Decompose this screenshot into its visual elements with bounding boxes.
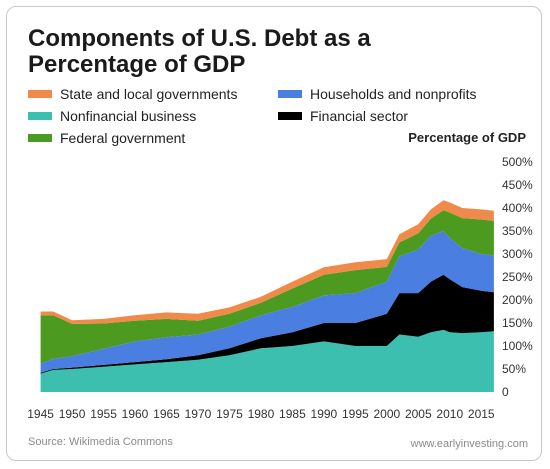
y-tick-label: 50% xyxy=(502,362,526,376)
x-tick-label: 2000 xyxy=(373,407,400,421)
legend-item-households: Households and nonprofits xyxy=(278,86,477,102)
y-tick-label: 300% xyxy=(502,247,533,261)
x-tick-label: 2010 xyxy=(436,407,463,421)
x-tick-label: 2015 xyxy=(468,407,495,421)
x-tick-label: 1980 xyxy=(248,407,275,421)
x-tick-label: 1995 xyxy=(342,407,369,421)
x-tick-label: 1945 xyxy=(27,407,54,421)
chart-title: Components of U.S. Debt as a Percentage … xyxy=(28,25,371,78)
y-tick-label: 250% xyxy=(502,270,533,284)
area-series-federal-government xyxy=(40,210,494,364)
y-tick-label: 500% xyxy=(502,155,533,169)
area-series-households-and-nonprofits xyxy=(40,231,494,373)
y-tick-label: 350% xyxy=(502,224,533,238)
legend-label: Federal government xyxy=(60,130,186,146)
legend-label: Nonfinancial business xyxy=(60,108,197,124)
area-series-financial-sector xyxy=(40,274,494,374)
legend-label: State and local governments xyxy=(60,86,238,102)
legend-swatch-nonfinancial xyxy=(28,112,52,120)
y-tick-label: 0 xyxy=(502,385,509,399)
y-tick-label: 400% xyxy=(502,201,533,215)
x-tick-label: 2005 xyxy=(405,407,432,421)
legend-label: Financial sector xyxy=(310,108,409,124)
x-tick-label: 1960 xyxy=(122,407,149,421)
source-credit: Source: Wikimedia Commons xyxy=(28,436,173,448)
y-tick-label: 200% xyxy=(502,293,533,307)
x-tick-label: 1955 xyxy=(90,407,117,421)
legend-swatch-financial xyxy=(278,112,302,120)
y-tick-label: 450% xyxy=(502,178,533,192)
x-tick-label: 1975 xyxy=(216,407,243,421)
legend-label: Households and nonprofits xyxy=(310,86,477,102)
x-tick-label: 1970 xyxy=(185,407,212,421)
y-tick-label: 150% xyxy=(502,316,533,330)
legend-swatch-state-local xyxy=(28,90,52,98)
legend-item-federal: Federal government xyxy=(28,130,185,146)
x-tick-label: 1965 xyxy=(153,407,180,421)
area-series-state-and-local-governments xyxy=(40,200,494,324)
y-axis-label: Percentage of GDP xyxy=(408,130,526,145)
legend-swatch-households xyxy=(278,90,302,98)
legend-item-state-local: State and local governments xyxy=(28,86,237,102)
legend-swatch-federal xyxy=(28,134,52,142)
legend-item-financial: Financial sector xyxy=(278,108,408,124)
area-series-nonfinancial-business xyxy=(40,329,494,392)
x-tick-label: 1950 xyxy=(59,407,86,421)
x-tick-label: 1985 xyxy=(279,407,306,421)
x-tick-label: 1990 xyxy=(311,407,338,421)
legend-item-nonfinancial: Nonfinancial business xyxy=(28,108,196,124)
site-credit: www.earlyinvesting.com xyxy=(410,438,528,450)
y-tick-label: 100% xyxy=(502,339,533,353)
